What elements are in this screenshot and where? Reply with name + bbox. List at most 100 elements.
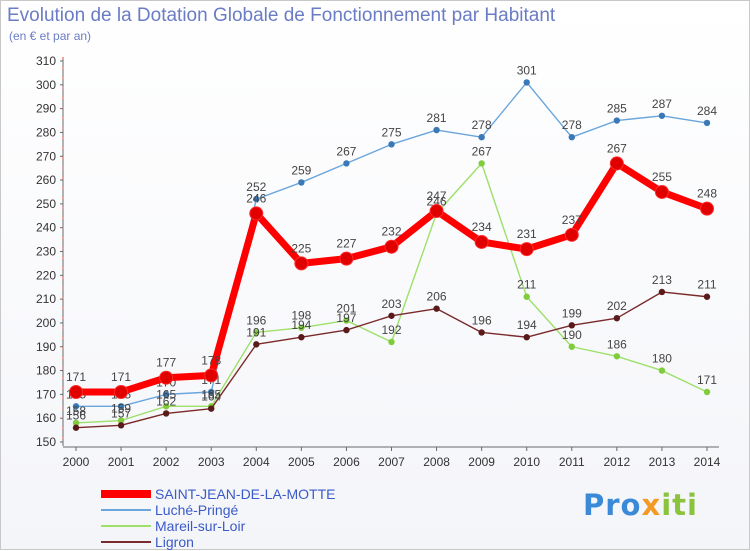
data-point	[568, 134, 575, 141]
x-tick-label: 2010	[513, 455, 540, 469]
y-tick-label: 200	[36, 316, 56, 330]
data-label: 156	[66, 409, 86, 423]
x-tick-label: 2006	[333, 455, 360, 469]
data-label: 157	[111, 406, 131, 420]
data-label: 213	[652, 273, 672, 287]
data-point	[654, 184, 669, 199]
data-label: 227	[336, 237, 356, 251]
data-point	[69, 384, 83, 399]
y-tick-label: 270	[36, 149, 56, 163]
x-tick-label: 2002	[153, 455, 180, 469]
data-label: 231	[517, 227, 537, 241]
data-point	[703, 388, 711, 396]
legend-swatch	[101, 490, 151, 498]
data-label: 192	[381, 323, 401, 337]
data-point	[474, 234, 489, 249]
y-tick-label: 310	[36, 54, 56, 68]
data-point	[204, 368, 219, 383]
data-label: 248	[697, 187, 717, 201]
data-point	[117, 422, 125, 429]
data-point	[478, 329, 485, 336]
data-point	[613, 353, 621, 360]
data-label: 278	[562, 118, 582, 132]
data-label: 171	[66, 370, 86, 384]
y-tick-label: 240	[36, 221, 56, 235]
chart-subtitle: (en € et par an)	[9, 29, 92, 43]
data-point	[208, 388, 215, 396]
data-label: 164	[201, 390, 221, 404]
data-point	[117, 417, 125, 424]
data-label: 194	[291, 318, 311, 332]
data-label: 165	[156, 387, 176, 401]
x-tick-label: 2001	[108, 455, 135, 469]
legend-label: SAINT-JEAN-DE-LA-MOTTE	[155, 486, 336, 502]
data-point	[208, 405, 215, 412]
data-label: 267	[607, 141, 627, 155]
y-tick-label: 250	[36, 197, 56, 211]
data-point	[609, 156, 624, 171]
data-point	[478, 134, 485, 141]
data-point	[72, 424, 80, 431]
y-tick-label: 180	[36, 364, 56, 378]
data-label: 158	[66, 404, 86, 418]
y-tick-label: 300	[36, 78, 56, 92]
x-tick-label: 2011	[559, 455, 585, 469]
y-tick-label: 230	[36, 245, 56, 259]
data-label: 165	[201, 387, 221, 401]
data-point	[388, 312, 395, 319]
data-label: 275	[381, 125, 401, 139]
data-point	[613, 117, 621, 124]
data-point	[658, 112, 666, 119]
data-label: 246	[246, 191, 266, 205]
data-label: 197	[336, 311, 356, 325]
chart-title: Evolution de la Dotation Globale de Fonc…	[7, 5, 556, 26]
data-point	[117, 403, 125, 410]
data-label: 287	[652, 97, 672, 111]
data-label: 211	[517, 278, 536, 292]
data-label: 259	[291, 163, 311, 177]
data-point	[159, 370, 174, 385]
data-point	[388, 141, 395, 148]
data-label: 252	[246, 180, 266, 194]
data-label: 191	[246, 325, 266, 339]
data-label: 246	[427, 194, 447, 208]
data-label: 196	[472, 313, 492, 327]
data-label: 198	[291, 309, 311, 323]
data-label: 225	[291, 241, 311, 255]
data-point	[703, 119, 711, 127]
data-point	[162, 410, 170, 417]
data-label: 196	[246, 313, 266, 327]
data-point	[523, 79, 530, 86]
data-point	[298, 179, 305, 186]
data-label: 171	[111, 370, 131, 384]
data-label: 206	[427, 290, 447, 304]
data-label: 255	[652, 170, 672, 184]
legend-swatch	[101, 541, 151, 543]
data-label: 162	[156, 394, 176, 408]
data-label: 190	[562, 328, 582, 342]
x-tick-label: 2005	[288, 455, 315, 469]
legend-swatch	[101, 509, 151, 511]
y-tick-label: 290	[36, 102, 56, 116]
data-point	[298, 324, 305, 331]
data-label: 301	[517, 63, 537, 77]
data-point	[433, 305, 440, 312]
data-label: 178	[201, 353, 221, 367]
data-label: 237	[562, 213, 582, 227]
legend-label: Ligron	[155, 534, 194, 550]
data-point	[384, 239, 399, 254]
data-point	[703, 293, 711, 300]
data-point	[114, 384, 129, 399]
data-point	[523, 334, 530, 341]
data-point	[298, 334, 305, 341]
data-point	[162, 391, 170, 398]
data-point	[519, 242, 534, 257]
x-tick-label: 2012	[604, 455, 631, 469]
x-tick-label: 2014	[694, 455, 721, 469]
data-label: 202	[607, 299, 627, 313]
data-point	[429, 204, 444, 219]
data-point	[339, 251, 354, 266]
data-label: 180	[652, 352, 672, 366]
